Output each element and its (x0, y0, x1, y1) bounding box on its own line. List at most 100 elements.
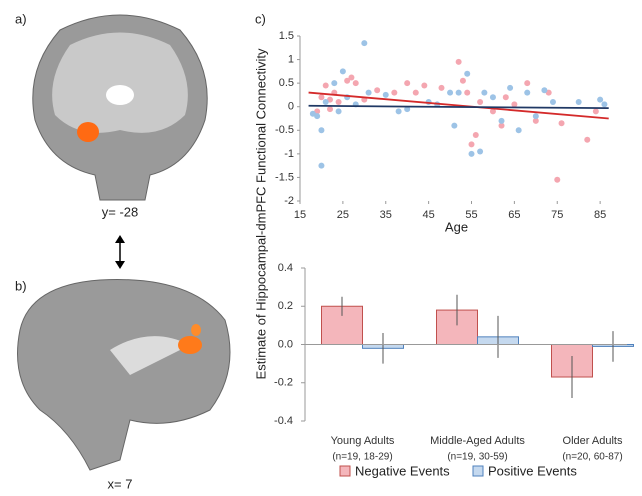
point (335, 99, 342, 105)
point (404, 80, 411, 87)
x-tick-label: 75 (551, 209, 563, 221)
point (318, 162, 325, 169)
legend-label: Positive Events (488, 463, 577, 478)
point (489, 94, 496, 101)
point (318, 94, 325, 101)
point (524, 89, 531, 96)
x-tick-label: 35 (380, 209, 392, 221)
point (515, 127, 522, 134)
point (412, 89, 419, 96)
panel-label: a) (15, 11, 27, 26)
y-tick-label: 0.5 (279, 77, 294, 89)
point (451, 122, 458, 129)
point (532, 117, 539, 124)
x-tick-note: (n=20, 60-87) (562, 452, 622, 463)
point (541, 87, 548, 94)
point (322, 82, 329, 89)
x-tick-label: Older Adults (563, 435, 623, 447)
point (584, 136, 591, 143)
x-tick-label: 45 (423, 209, 435, 221)
point (455, 89, 462, 96)
point (314, 113, 321, 120)
point (558, 120, 565, 127)
point (549, 99, 556, 105)
point (477, 99, 484, 105)
point (575, 99, 582, 105)
point (459, 77, 466, 84)
point (455, 58, 462, 65)
y-axis-label: Estimate of Hippocampal-dmPFC Functional… (253, 48, 268, 379)
point (464, 70, 471, 77)
panel-label: c) (255, 11, 266, 26)
point (472, 132, 479, 138)
y-tick-label: -1.5 (275, 171, 294, 183)
fit-line (308, 91, 609, 120)
y-tick-label: -2 (284, 195, 294, 207)
y-tick-label: -0.4 (274, 415, 293, 427)
x-tick-label: Young Adults (331, 435, 395, 447)
brain-sagittal (17, 279, 231, 471)
point (468, 150, 475, 157)
y-tick-label: 0.2 (278, 300, 293, 312)
x-tick-label: 85 (594, 209, 606, 221)
x-tick-label: 55 (465, 209, 477, 221)
legend-swatch (472, 465, 484, 477)
point (502, 94, 509, 101)
point (331, 80, 338, 87)
brain-coronal (32, 14, 208, 201)
point (601, 101, 608, 108)
panel-caption: y= -28 (102, 204, 139, 219)
point (335, 108, 342, 115)
legend-label: Negative Events (355, 463, 450, 478)
point (468, 141, 475, 148)
point (524, 80, 531, 87)
point (507, 84, 514, 91)
point (404, 106, 411, 113)
point (327, 106, 334, 113)
point (339, 68, 346, 75)
arrow (115, 235, 125, 269)
point (511, 101, 518, 108)
point (391, 89, 398, 96)
point (438, 84, 445, 91)
panel-caption: x= 7 (108, 476, 133, 491)
fit-line (308, 104, 609, 110)
point (352, 80, 359, 87)
point (592, 108, 599, 115)
point (322, 99, 329, 105)
point (374, 87, 381, 94)
x-tick-note: (n=19, 18-29) (332, 452, 392, 463)
point (365, 89, 372, 96)
point (489, 108, 496, 115)
y-tick-label: -0.2 (274, 377, 293, 389)
y-tick-label: 1 (288, 53, 294, 65)
x-tick-label: 25 (337, 209, 349, 221)
y-tick-label: 0.0 (278, 338, 293, 350)
y-tick-label: 0.4 (278, 262, 293, 274)
x-tick-label: Middle-Aged Adults (430, 435, 525, 447)
point (532, 113, 539, 120)
point (597, 96, 604, 103)
point (318, 127, 325, 134)
point (344, 77, 351, 84)
y-tick-label: -0.5 (275, 124, 294, 136)
point (464, 89, 471, 96)
x-tick-note: (n=19, 30-59) (447, 452, 507, 463)
point (382, 91, 389, 98)
x-tick-label: 65 (508, 209, 520, 221)
point (348, 74, 355, 81)
y-tick-label: 1.5 (279, 30, 294, 42)
legend-swatch (339, 465, 351, 477)
y-tick-label: -1 (284, 148, 294, 160)
point (447, 89, 454, 96)
point (481, 89, 488, 96)
point (395, 108, 402, 115)
point (498, 117, 505, 124)
x-axis-label: Age (445, 219, 468, 234)
panel-label: b) (15, 278, 27, 293)
point (421, 82, 428, 89)
point (477, 148, 484, 155)
y-tick-label: 0 (288, 101, 294, 113)
x-tick-label: 15 (294, 209, 306, 221)
